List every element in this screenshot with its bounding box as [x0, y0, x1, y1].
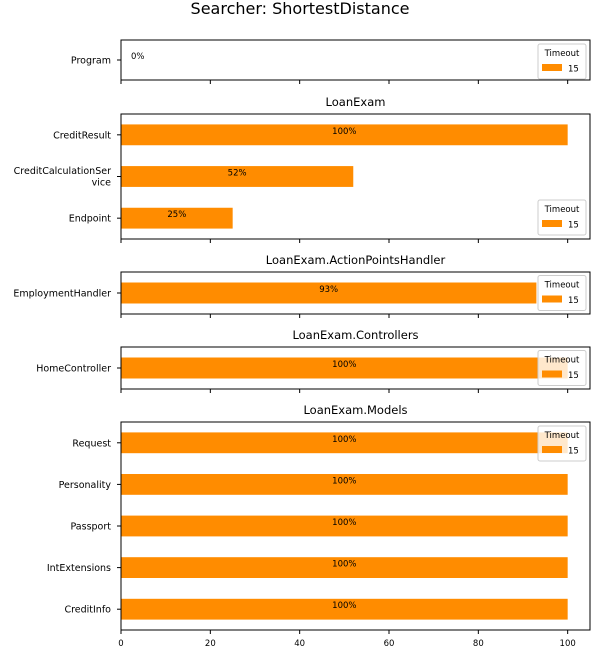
data-label: 52% [228, 169, 247, 179]
y-tick-label: Request [72, 438, 111, 449]
bar [121, 432, 568, 454]
legend-title: Timeout [544, 431, 580, 441]
data-label: 100% [332, 435, 356, 445]
legend-title: Timeout [544, 356, 580, 366]
data-label: 100% [332, 560, 356, 570]
data-label: 100% [332, 360, 356, 370]
legend-swatch [542, 446, 562, 453]
data-label: 25% [167, 210, 186, 220]
legend-swatch [542, 370, 562, 378]
legend-title: Timeout [544, 281, 580, 291]
bar [121, 282, 537, 304]
legend-title: Timeout [544, 49, 580, 59]
bar [121, 598, 568, 620]
legend-title: Timeout [544, 205, 580, 215]
y-tick-label: CreditCalculationSer vice [14, 166, 112, 189]
bar [121, 207, 233, 229]
subplot-title: LoanExam.Models [303, 403, 407, 417]
chart-suptitle: Searcher: ShortestDistance [191, 0, 410, 18]
x-tick-label: 60 [384, 639, 395, 649]
axes-frame [120, 421, 591, 631]
legend-swatch [542, 295, 562, 303]
subplot-title: LoanExam [326, 95, 386, 109]
legend-label: 15 [568, 447, 579, 457]
x-tick-label: 0 [118, 639, 123, 649]
data-label: 93% [319, 285, 338, 295]
bar [121, 357, 568, 379]
data-label: 100% [332, 601, 356, 611]
legend-label: 15 [568, 221, 579, 231]
bar [121, 474, 568, 495]
y-tick-label: Passport [71, 522, 112, 533]
x-tick-label: 80 [473, 639, 484, 649]
legend-label: 15 [568, 296, 579, 306]
legend-label: 15 [568, 371, 579, 381]
data-label: 100% [332, 476, 356, 486]
bar [121, 166, 354, 187]
y-tick-label: IntExtensions [47, 563, 111, 574]
data-label: 100% [332, 518, 356, 528]
legend-label: 15 [568, 65, 579, 75]
bar [121, 557, 568, 578]
subplot-title: LoanExam.ActionPointsHandler [266, 253, 446, 267]
legend-swatch [542, 64, 562, 71]
axes-frame [120, 346, 591, 390]
subplot-title: LoanExam.Controllers [292, 328, 418, 342]
y-tick-label: EmploymentHandler [13, 289, 111, 300]
data-label: 100% [332, 127, 356, 137]
axes-frame [120, 113, 591, 240]
axes-frame [120, 39, 591, 81]
y-tick-label: HomeController [36, 364, 111, 375]
y-tick-label: Program [71, 56, 111, 67]
x-tick-label: 100 [560, 639, 576, 649]
bar [121, 515, 568, 537]
axes-frame [120, 271, 591, 315]
bar [121, 124, 568, 146]
y-tick-label: Endpoint [69, 214, 112, 225]
data-label: 0% [131, 52, 145, 62]
x-tick-label: 20 [205, 639, 216, 649]
y-tick-label: Personality [59, 480, 112, 491]
legend-swatch [542, 220, 562, 227]
y-tick-label: CreditResult [53, 130, 111, 141]
y-tick-label: CreditInfo [64, 605, 111, 616]
x-tick-label: 40 [294, 639, 305, 649]
